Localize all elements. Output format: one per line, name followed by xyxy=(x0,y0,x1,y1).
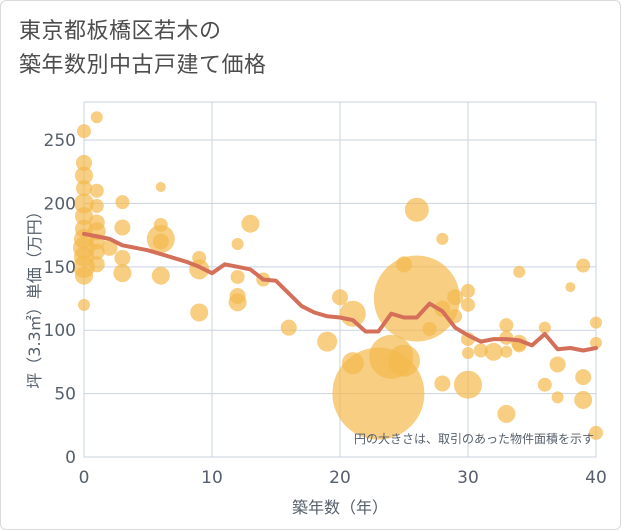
bubble-point xyxy=(155,181,166,192)
bubble-point xyxy=(115,195,130,210)
bubble-point xyxy=(88,256,105,273)
bubble-point xyxy=(75,166,93,185)
bubble-point xyxy=(76,154,92,171)
bubble-point xyxy=(88,214,105,231)
bubble-point xyxy=(114,249,131,266)
y-tick-label: 150 xyxy=(44,258,76,278)
bubble-point xyxy=(473,343,488,358)
bubble-point xyxy=(461,297,475,312)
axis-ticks: 0 10 20 30 40 0 50 100 150 200 250 xyxy=(44,131,607,488)
y-tick-label: 250 xyxy=(44,131,76,151)
bubble-point xyxy=(89,183,104,198)
x-tick-label: 0 xyxy=(79,468,90,488)
bubble-point xyxy=(537,377,552,392)
bubble-point xyxy=(484,342,503,361)
bubble-point xyxy=(396,256,412,273)
bubble-point xyxy=(447,289,464,306)
bubble-point xyxy=(90,111,103,124)
x-tick-label: 30 xyxy=(457,468,479,488)
bubble-point xyxy=(565,282,576,293)
chart-title-line-1: 東京都板橋区若木の xyxy=(19,19,222,44)
bubble-point xyxy=(229,287,246,304)
bubble-point xyxy=(74,193,94,214)
bubble-point xyxy=(497,404,516,423)
bubble-point xyxy=(88,243,105,260)
bubble-point xyxy=(231,238,244,250)
bubble-point xyxy=(590,316,602,329)
bubble-point xyxy=(404,197,429,222)
bubble-point xyxy=(192,250,207,265)
bubble-point xyxy=(538,321,551,334)
bubble-point xyxy=(500,345,513,358)
bubble-point xyxy=(388,344,420,377)
bubble-point xyxy=(589,425,603,440)
bubble-point xyxy=(422,321,437,336)
bubble-point xyxy=(575,369,592,386)
bubble-point xyxy=(76,180,92,197)
average-line-series xyxy=(82,231,598,353)
bubble-point xyxy=(89,198,104,213)
bubble-point xyxy=(590,336,602,349)
bubble-point xyxy=(230,269,245,284)
bubble-point xyxy=(436,232,449,245)
bubble-point xyxy=(434,375,451,392)
x-tick-label: 20 xyxy=(329,468,351,488)
chart-title: 東京都板橋区若木の 築年数別中古戸建て価格 xyxy=(19,15,267,83)
bubble-point xyxy=(241,214,260,233)
bubble-point xyxy=(341,352,364,375)
bubble-point xyxy=(78,298,90,311)
bubble-point xyxy=(101,239,118,256)
chart-annotation: 円の大きさは、取引のあった物件面積を示す xyxy=(354,431,594,446)
bubble-point xyxy=(576,258,591,273)
bubble-series xyxy=(73,111,603,440)
bubble-point xyxy=(151,266,170,285)
average-price-line xyxy=(82,231,598,353)
bubble-point xyxy=(434,300,451,317)
bubble-point xyxy=(317,331,338,352)
x-tick-label: 10 xyxy=(201,468,223,488)
bubble-point xyxy=(513,265,526,278)
bubble-point xyxy=(77,124,91,139)
bubble-point xyxy=(190,303,209,322)
y-axis-label: 坪（3.3㎡）単価（万円） xyxy=(25,203,44,388)
y-tick-label: 50 xyxy=(54,385,76,405)
bubble-point xyxy=(152,233,169,250)
x-axis-label: 築年数（年） xyxy=(292,498,388,517)
bubble-point xyxy=(153,217,168,232)
bubble-point xyxy=(280,319,297,336)
bubble-point xyxy=(461,283,475,298)
y-tick-label: 200 xyxy=(44,194,76,214)
chart-title-line-2: 築年数別中古戸建て価格 xyxy=(19,53,267,78)
bubble-point xyxy=(113,264,132,283)
bubble-point xyxy=(75,266,93,285)
bubble-point xyxy=(551,391,564,404)
bubble-point xyxy=(114,219,131,236)
bubble-point xyxy=(574,390,593,409)
bubble-point xyxy=(454,370,482,399)
y-tick-label: 0 xyxy=(65,448,76,468)
y-tick-label: 100 xyxy=(44,321,76,341)
bubble-point xyxy=(448,309,463,324)
bubble-point xyxy=(373,255,460,342)
bubble-point xyxy=(499,318,514,333)
bubble-point xyxy=(332,289,348,306)
bubble-point xyxy=(75,207,93,226)
bubble-point xyxy=(549,356,566,373)
bubble-point xyxy=(339,300,366,327)
x-tick-label: 40 xyxy=(585,468,607,488)
bubble-point xyxy=(462,347,474,360)
